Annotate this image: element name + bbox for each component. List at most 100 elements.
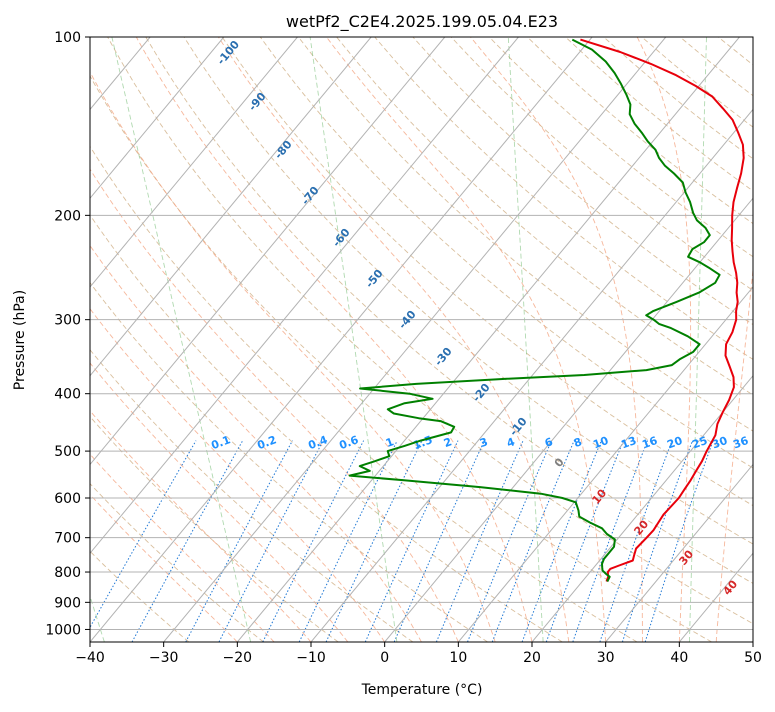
dry-adiabat-label: 30	[676, 547, 696, 567]
mixing-ratio-line	[263, 441, 364, 642]
dry-adiabat	[642, 37, 775, 642]
mixing-ratio-line	[326, 441, 422, 642]
moist-adiabat	[0, 166, 274, 642]
dry-adiabat-label: -40	[396, 308, 419, 332]
mixing-ratio-label: 0.4	[306, 433, 329, 452]
isotherm	[0, 37, 224, 642]
dry-adiabat-label: 0	[552, 455, 567, 469]
plot-frame	[90, 37, 753, 642]
moist-adiabat	[136, 37, 532, 642]
dry-adiabat	[718, 37, 775, 642]
mixing-ratio-line	[82, 441, 196, 642]
mixing-ratio-line	[394, 441, 484, 642]
isotherm	[311, 37, 775, 642]
isotherm	[237, 37, 739, 642]
dry-adiabat	[451, 37, 775, 642]
x-tick-label: 50	[744, 650, 762, 666]
mixing-ratio-label: 10	[591, 434, 610, 452]
dry-adiabat	[375, 37, 775, 642]
isotherm	[0, 37, 3, 642]
moist-adiabat	[327, 37, 606, 642]
y-tick-label: 100	[54, 30, 81, 46]
mixing-ratio-line	[645, 441, 713, 642]
dry-adiabat-label: -100	[214, 38, 242, 68]
isotherm	[753, 37, 775, 642]
x-tick-label: −40	[75, 650, 105, 666]
dry-adiabat	[0, 37, 264, 642]
mixing-ratio-label: 6	[543, 435, 555, 450]
mixing-ratio-label: 2	[442, 435, 454, 450]
isotherm	[164, 37, 666, 642]
moist-adiabat	[21, 37, 458, 642]
x-tick-label: 0	[380, 650, 389, 666]
moist-adiabat	[753, 37, 775, 642]
mixing-ratio-label: 1	[384, 435, 396, 450]
dry-adiabat	[0, 37, 413, 642]
chart-title: wetPf2_C2E4.2025.199.05.04.E23	[286, 12, 558, 32]
moist-adiabat	[0, 114, 348, 642]
mixing-ratio-label: 36	[731, 434, 750, 452]
x-tick-label: 10	[449, 650, 467, 666]
dry-adiabat-label: -60	[330, 226, 353, 250]
mixing-ratio-line	[522, 441, 601, 642]
dry-adiabat-label: -50	[363, 267, 386, 291]
mixing-ratio-line	[546, 441, 623, 642]
x-tick-label: −30	[149, 650, 179, 666]
dry-adiabat-label: -20	[470, 381, 493, 405]
mixing-ratio-label: 13	[619, 434, 638, 451]
moist-adiabat	[0, 181, 237, 642]
moist-adiabat	[0, 62, 421, 643]
dry-adiabat-label: -80	[272, 138, 295, 162]
moist-adiabat	[0, 141, 311, 642]
isotherm	[0, 37, 371, 642]
isotherm	[90, 37, 592, 642]
dry-adiabat	[0, 37, 562, 642]
moist-adiabat	[471, 37, 643, 642]
isotherm	[532, 37, 775, 642]
y-tick-label: 800	[54, 565, 81, 581]
isotherm	[16, 37, 518, 642]
mixing-ratio-line	[622, 441, 692, 642]
reference-curve	[112, 37, 251, 642]
dry-adiabat	[413, 37, 775, 642]
y-tick-label: 900	[54, 595, 81, 611]
dry-adiabat	[489, 37, 775, 642]
dry-adiabat	[756, 37, 775, 642]
mixing-ratio-label: 16	[640, 434, 659, 452]
dry-adiabat-label: -30	[432, 345, 455, 369]
dewpoint-profile-line	[350, 40, 720, 582]
mixing-ratio-label: 0.1	[209, 433, 232, 452]
y-axis-label: Pressure (hPa)	[12, 290, 28, 390]
reference-curve	[508, 37, 543, 642]
mixing-ratio-label: 20	[665, 434, 684, 452]
x-tick-label: 40	[670, 650, 688, 666]
mixing-ratio-label: 30	[710, 434, 729, 452]
dry-adiabat-label: 40	[720, 577, 740, 597]
mixing-ratio-label: 0.2	[255, 433, 278, 452]
x-tick-label: −20	[223, 650, 253, 666]
x-tick-label: −10	[296, 650, 326, 666]
y-tick-label: 400	[54, 387, 81, 403]
y-tick-label: 1000	[45, 622, 81, 638]
moist-adiabat	[716, 37, 765, 642]
y-tick-label: 500	[54, 444, 81, 460]
y-tick-label: 200	[54, 208, 81, 224]
mixing-ratio-label: 25	[690, 434, 709, 451]
x-axis-label: Temperature (°C)	[361, 682, 483, 698]
dry-adiabat	[566, 37, 775, 642]
dry-adiabat	[0, 37, 338, 642]
x-tick-label: 30	[597, 650, 615, 666]
dry-adiabat-label: -70	[299, 184, 322, 208]
x-tick-label: 20	[523, 650, 541, 666]
background-lines	[0, 37, 775, 642]
y-tick-label: 300	[54, 313, 81, 329]
mixing-ratio-label: 0.6	[337, 433, 360, 452]
dry-adiabat	[0, 37, 189, 642]
dry-adiabat-label: -90	[246, 90, 269, 114]
reference-curve	[310, 37, 397, 642]
y-tick-label: 600	[54, 491, 81, 507]
y-tick-label: 700	[54, 531, 81, 547]
